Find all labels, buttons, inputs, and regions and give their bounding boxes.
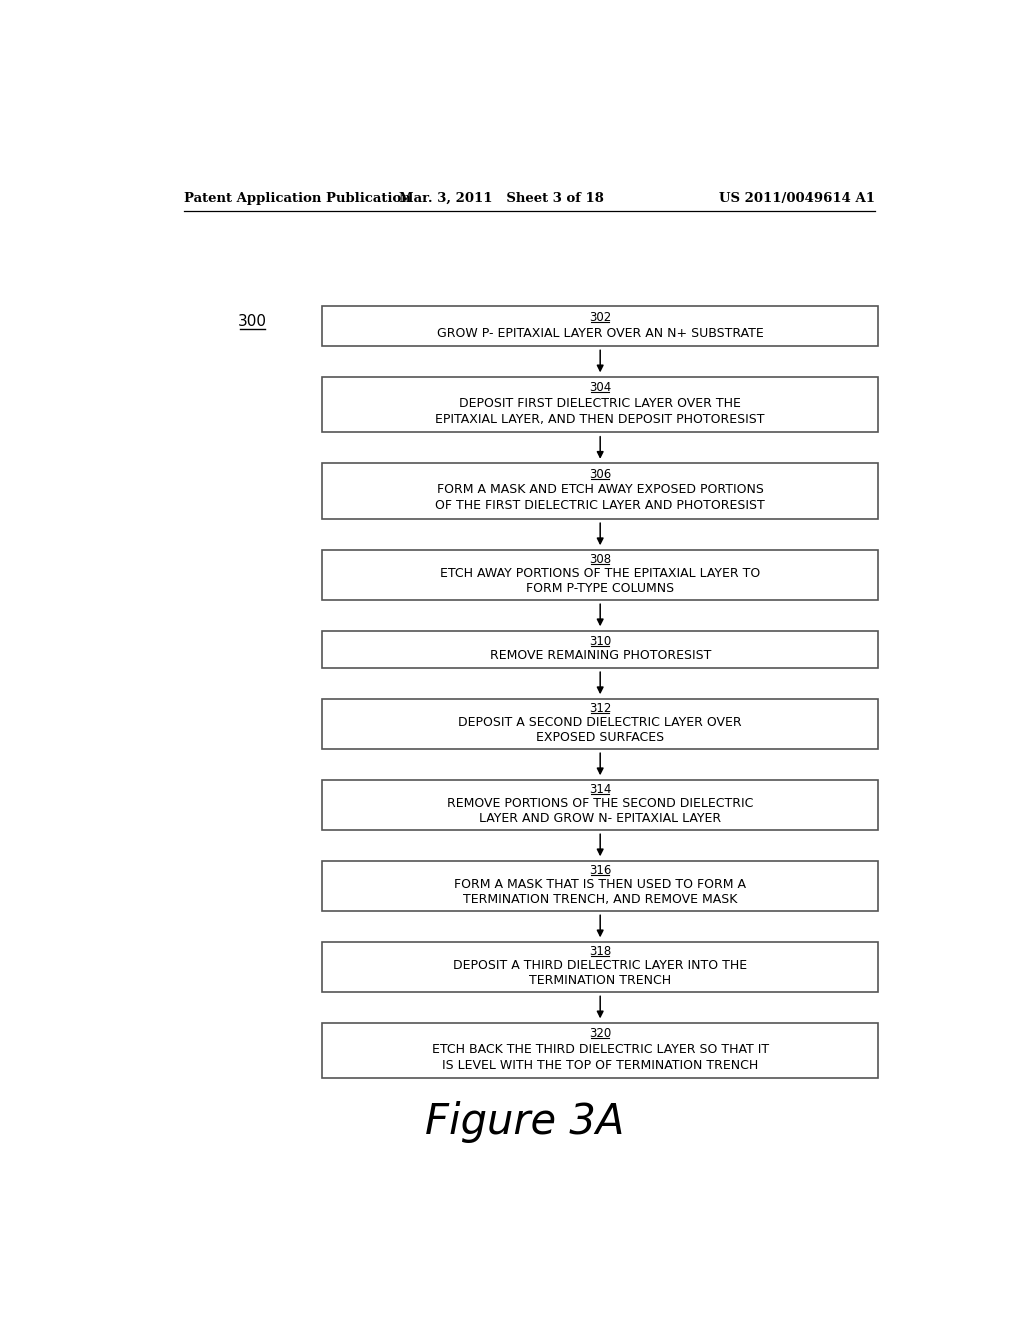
Text: 316: 316	[589, 865, 611, 878]
Bar	[323, 306, 878, 346]
Text: EPITAXIAL LAYER, AND THEN DEPOSIT PHOTORESIST: EPITAXIAL LAYER, AND THEN DEPOSIT PHOTOR…	[435, 413, 765, 426]
Text: 302: 302	[589, 312, 611, 325]
Text: 300: 300	[239, 314, 267, 330]
Bar	[323, 376, 878, 432]
Text: REMOVE PORTIONS OF THE SECOND DIELECTRIC: REMOVE PORTIONS OF THE SECOND DIELECTRIC	[447, 797, 754, 810]
Text: Patent Application Publication: Patent Application Publication	[183, 191, 411, 205]
Text: OF THE FIRST DIELECTRIC LAYER AND PHOTORESIST: OF THE FIRST DIELECTRIC LAYER AND PHOTOR…	[435, 499, 765, 512]
Text: TERMINATION TRENCH, AND REMOVE MASK: TERMINATION TRENCH, AND REMOVE MASK	[463, 892, 737, 906]
Text: 310: 310	[589, 635, 611, 648]
Text: 308: 308	[589, 553, 611, 566]
Text: DEPOSIT A THIRD DIELECTRIC LAYER INTO THE: DEPOSIT A THIRD DIELECTRIC LAYER INTO TH…	[454, 960, 748, 973]
Text: 306: 306	[589, 467, 611, 480]
Bar	[323, 698, 878, 748]
Text: DEPOSIT A SECOND DIELECTRIC LAYER OVER: DEPOSIT A SECOND DIELECTRIC LAYER OVER	[459, 717, 742, 729]
Text: US 2011/0049614 A1: US 2011/0049614 A1	[719, 191, 876, 205]
Text: 320: 320	[589, 1027, 611, 1040]
Text: 314: 314	[589, 783, 611, 796]
Bar	[323, 549, 878, 599]
Text: FORM P-TYPE COLUMNS: FORM P-TYPE COLUMNS	[526, 582, 674, 595]
Bar	[323, 463, 878, 519]
Text: FORM A MASK THAT IS THEN USED TO FORM A: FORM A MASK THAT IS THEN USED TO FORM A	[455, 878, 746, 891]
Text: REMOVE REMAINING PHOTORESIST: REMOVE REMAINING PHOTORESIST	[489, 649, 711, 663]
Text: EXPOSED SURFACES: EXPOSED SURFACES	[537, 731, 665, 743]
Text: GROW P- EPITAXIAL LAYER OVER AN N+ SUBSTRATE: GROW P- EPITAXIAL LAYER OVER AN N+ SUBST…	[437, 326, 764, 339]
Text: 312: 312	[589, 702, 611, 715]
Text: ETCH BACK THE THIRD DIELECTRIC LAYER SO THAT IT: ETCH BACK THE THIRD DIELECTRIC LAYER SO …	[432, 1043, 769, 1056]
Text: Mar. 3, 2011   Sheet 3 of 18: Mar. 3, 2011 Sheet 3 of 18	[398, 191, 603, 205]
Bar	[323, 631, 878, 668]
Text: IS LEVEL WITH THE TOP OF TERMINATION TRENCH: IS LEVEL WITH THE TOP OF TERMINATION TRE…	[442, 1059, 759, 1072]
Text: TERMINATION TRENCH: TERMINATION TRENCH	[529, 974, 672, 987]
Bar	[323, 1023, 878, 1078]
Text: 304: 304	[589, 381, 611, 395]
Text: 318: 318	[589, 945, 611, 958]
Text: Figure 3A: Figure 3A	[425, 1101, 625, 1143]
Bar	[323, 941, 878, 991]
Bar	[323, 780, 878, 830]
Bar	[323, 861, 878, 911]
Text: DEPOSIT FIRST DIELECTRIC LAYER OVER THE: DEPOSIT FIRST DIELECTRIC LAYER OVER THE	[459, 397, 741, 411]
Text: ETCH AWAY PORTIONS OF THE EPITAXIAL LAYER TO: ETCH AWAY PORTIONS OF THE EPITAXIAL LAYE…	[440, 568, 760, 581]
Text: FORM A MASK AND ETCH AWAY EXPOSED PORTIONS: FORM A MASK AND ETCH AWAY EXPOSED PORTIO…	[437, 483, 764, 496]
Text: LAYER AND GROW N- EPITAXIAL LAYER: LAYER AND GROW N- EPITAXIAL LAYER	[479, 812, 721, 825]
